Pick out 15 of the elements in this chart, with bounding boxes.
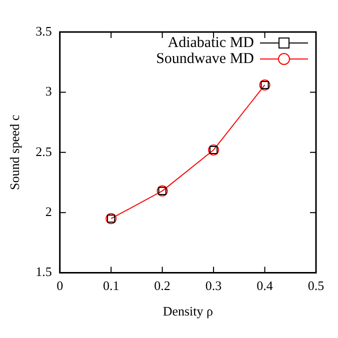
legend-label: Soundwave MD — [156, 50, 254, 67]
y-axis-title: Sound speed c — [7, 114, 22, 190]
y-tick-label: 1.5 — [36, 264, 52, 280]
x-tick-label: 0 — [56, 278, 64, 294]
x-tick-label: 0.1 — [102, 278, 120, 294]
y-tick-label: 2 — [45, 204, 52, 220]
x-tick-label: 0.5 — [308, 278, 324, 294]
y-tick-label: 3.5 — [36, 23, 52, 38]
x-tick-label: 0.2 — [154, 278, 170, 294]
legend-label: Adiabatic MD — [168, 34, 254, 51]
x-tick-label: 0.4 — [256, 278, 274, 294]
x-tick-label: 0.3 — [205, 278, 222, 294]
y-tick-label: 3 — [45, 84, 52, 99]
x-axis-title: Density ρ — [162, 304, 214, 319]
y-tick-label: 2.5 — [36, 144, 52, 159]
